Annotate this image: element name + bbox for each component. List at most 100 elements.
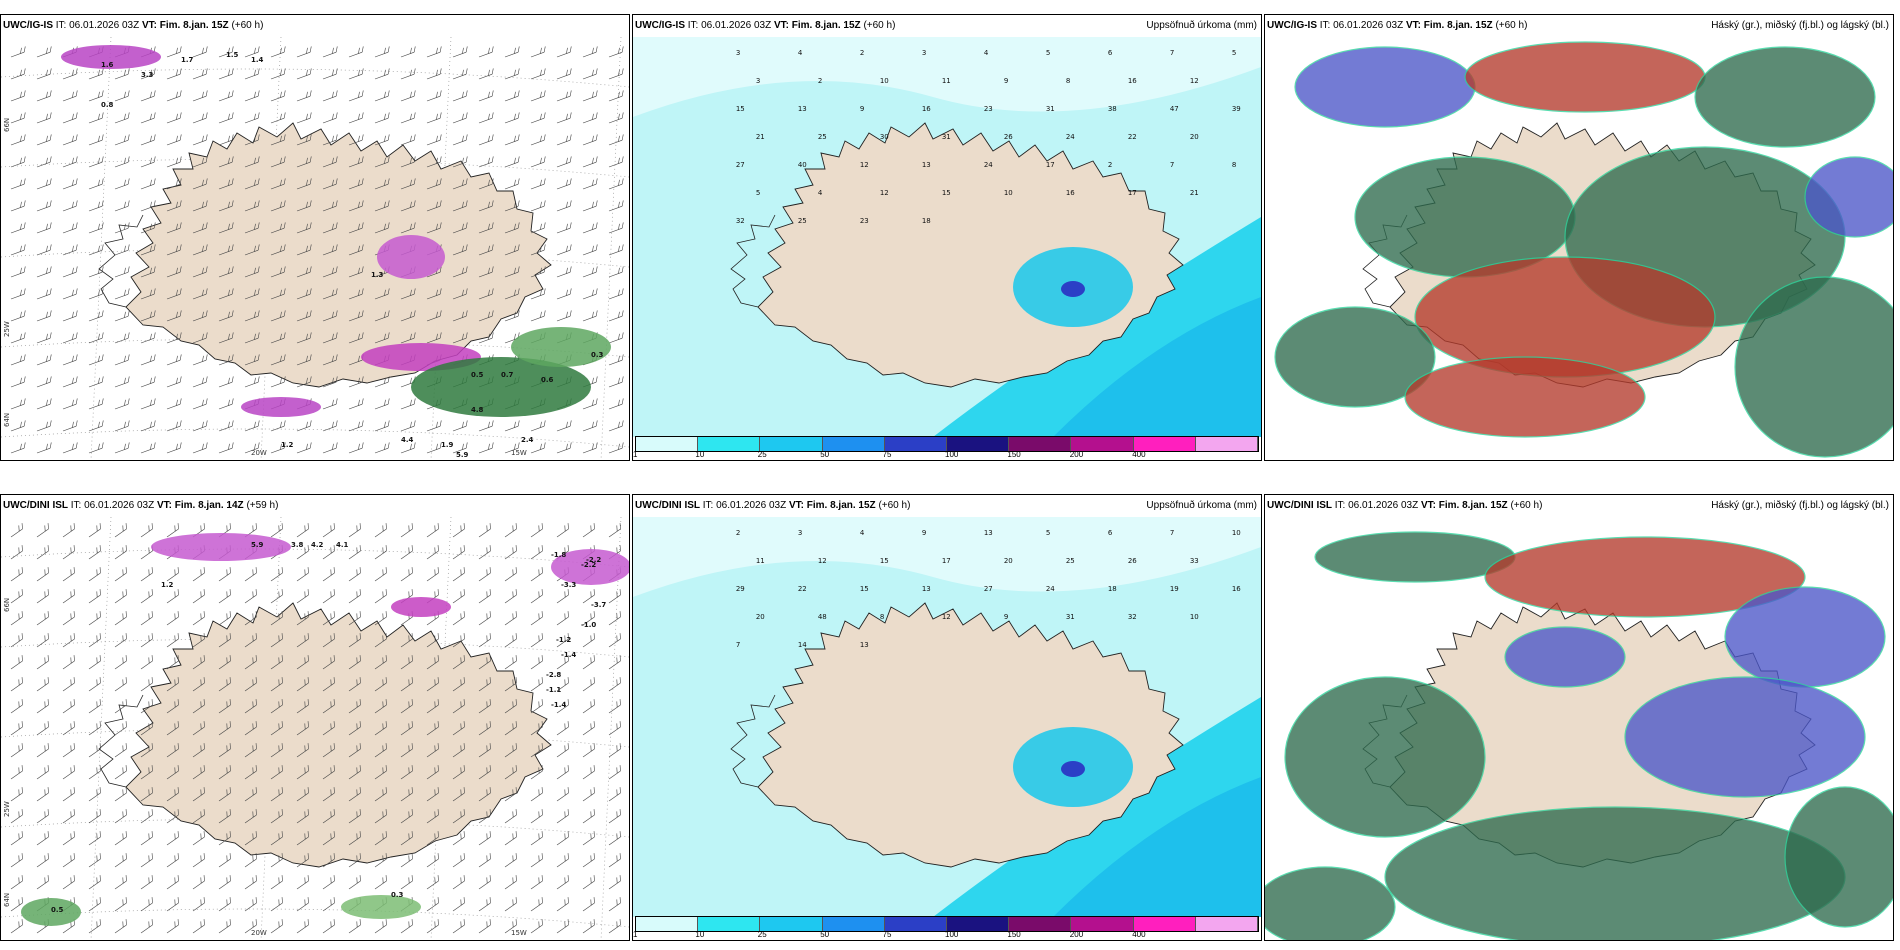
barb-feather bbox=[96, 569, 98, 576]
wind-barb bbox=[88, 332, 104, 344]
wind-barb bbox=[608, 721, 621, 736]
barb-feather bbox=[46, 311, 48, 318]
graticule-line bbox=[1, 548, 629, 568]
barb-feather bbox=[229, 809, 231, 815]
barb-shaft bbox=[140, 381, 155, 388]
wind-barb bbox=[218, 589, 231, 604]
barb-shaft bbox=[10, 447, 25, 454]
barb-shaft bbox=[218, 161, 233, 168]
barb-feather bbox=[228, 311, 230, 318]
wind-barb bbox=[218, 611, 231, 626]
barb-feather bbox=[463, 919, 465, 925]
barb-feather bbox=[541, 897, 543, 903]
barb-shaft bbox=[374, 337, 389, 344]
barb-feather bbox=[307, 743, 309, 749]
barb-shaft bbox=[322, 161, 337, 168]
barb-shaft bbox=[218, 139, 233, 146]
barb-feather bbox=[205, 112, 208, 119]
barb-feather bbox=[200, 613, 202, 620]
wind-barb bbox=[582, 875, 595, 890]
barb-feather bbox=[254, 333, 256, 340]
barb-feather bbox=[98, 355, 100, 362]
wind-barb bbox=[140, 699, 153, 714]
barb-feather bbox=[439, 178, 442, 185]
barb-feather bbox=[616, 745, 618, 752]
barb-feather bbox=[463, 875, 465, 881]
cloud-region bbox=[1265, 866, 1396, 940]
barb-shaft bbox=[426, 550, 439, 560]
precip-value: 16 bbox=[1232, 585, 1241, 593]
barb-feather bbox=[593, 523, 595, 529]
pressure-change-label: 5.9 bbox=[456, 451, 469, 459]
barb-feather bbox=[333, 853, 335, 859]
barb-feather bbox=[70, 855, 72, 862]
barb-feather bbox=[411, 875, 413, 881]
barb-shaft bbox=[400, 616, 413, 626]
barb-feather bbox=[281, 853, 283, 859]
wind-barb bbox=[36, 420, 52, 432]
colorbar-swatch bbox=[1009, 917, 1072, 931]
wind-barb bbox=[348, 831, 361, 846]
wind-barb bbox=[530, 178, 546, 190]
barb-feather bbox=[408, 789, 410, 796]
barb-feather bbox=[333, 589, 335, 595]
wind-barb bbox=[374, 376, 390, 388]
barb-shaft bbox=[296, 726, 309, 736]
barb-feather bbox=[252, 855, 254, 862]
barb-shaft bbox=[582, 770, 595, 780]
barb-feather bbox=[385, 589, 387, 595]
barb-feather bbox=[335, 266, 338, 273]
wind-barb bbox=[218, 677, 231, 692]
barb-shaft bbox=[556, 528, 569, 538]
wind-barb bbox=[192, 853, 205, 868]
barb-feather bbox=[203, 765, 205, 771]
wind-barb bbox=[140, 567, 153, 582]
barb-feather bbox=[462, 245, 464, 252]
barb-feather bbox=[621, 288, 624, 295]
barb-feather bbox=[203, 831, 205, 837]
pressure-change-label: 4.4 bbox=[401, 436, 414, 444]
barb-feather bbox=[200, 635, 202, 642]
wind-barb bbox=[348, 919, 361, 934]
barb-shaft bbox=[582, 616, 595, 626]
barb-feather bbox=[122, 613, 124, 620]
cloud-region bbox=[1294, 46, 1476, 128]
barb-feather bbox=[179, 112, 182, 119]
wind-barb bbox=[88, 200, 104, 212]
barb-feather bbox=[125, 677, 127, 683]
barb-feather bbox=[463, 633, 465, 639]
barb-feather bbox=[463, 655, 465, 661]
barb-feather bbox=[46, 91, 48, 98]
barb-feather bbox=[332, 157, 334, 164]
barb-shaft bbox=[582, 51, 597, 58]
barb-feather bbox=[252, 679, 254, 686]
barb-feather bbox=[174, 877, 176, 884]
barb-shaft bbox=[556, 51, 571, 58]
wind-barb bbox=[36, 200, 52, 212]
wind-barb bbox=[62, 332, 78, 344]
wind-barb bbox=[62, 244, 78, 256]
barb-feather bbox=[150, 443, 152, 450]
barb-feather bbox=[46, 179, 48, 186]
wind-barb bbox=[322, 288, 338, 300]
barb-shaft bbox=[114, 660, 127, 670]
barb-feather bbox=[618, 443, 620, 450]
barb-feather bbox=[47, 589, 49, 595]
barb-feather bbox=[18, 767, 20, 774]
wind-barb bbox=[296, 156, 312, 168]
wind-barb bbox=[192, 46, 208, 58]
barb-feather bbox=[122, 745, 124, 752]
barb-feather bbox=[72, 179, 74, 186]
barb-feather bbox=[488, 201, 490, 208]
barb-feather bbox=[23, 332, 26, 339]
precip-value: 21 bbox=[1190, 189, 1199, 197]
wind-barb bbox=[322, 200, 338, 212]
wind-barb bbox=[218, 699, 231, 714]
barb-shaft bbox=[400, 205, 415, 212]
pressure-change-label: 1.7 bbox=[181, 56, 194, 64]
wind-barb bbox=[140, 743, 153, 758]
barb-feather bbox=[176, 289, 178, 296]
barb-shaft bbox=[36, 594, 49, 604]
barb-feather bbox=[335, 244, 338, 251]
barb-feather bbox=[592, 289, 594, 296]
